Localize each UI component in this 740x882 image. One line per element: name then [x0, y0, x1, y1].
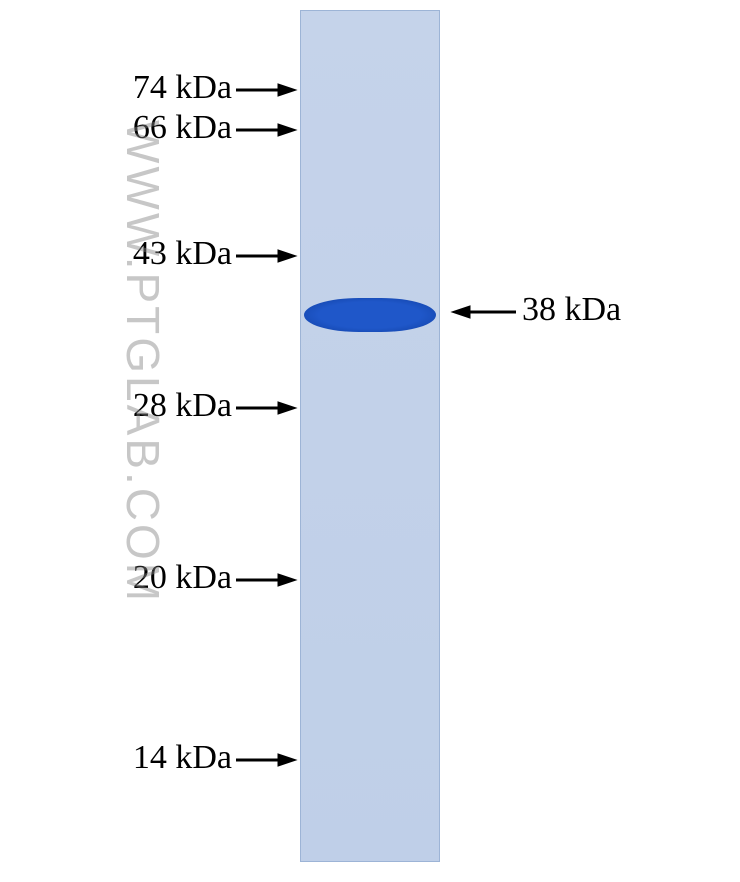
marker-arrow-icon: [234, 568, 298, 592]
marker-arrow-icon: [234, 118, 298, 142]
marker-label: 66 kDa: [133, 109, 232, 147]
marker-arrow-icon: [234, 244, 298, 268]
marker-label: 43 kDa: [133, 235, 232, 273]
marker-label: 14 kDa: [133, 739, 232, 777]
marker-arrow-icon: [234, 396, 298, 420]
marker-label: 20 kDa: [133, 559, 232, 597]
gel-lane: [300, 10, 440, 862]
marker-label: 74 kDa: [133, 69, 232, 107]
watermark-text: WWW.PTGLAB.COM: [116, 120, 170, 604]
marker-arrow-icon: [234, 78, 298, 102]
protein-band: [304, 298, 436, 332]
sample-arrow-icon: [450, 300, 518, 324]
marker-arrow-icon: [234, 748, 298, 772]
sample-band-label: 38 kDa: [522, 291, 621, 329]
marker-label: 28 kDa: [133, 387, 232, 425]
